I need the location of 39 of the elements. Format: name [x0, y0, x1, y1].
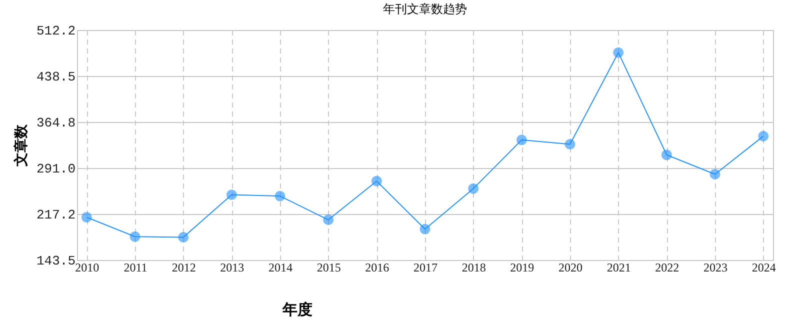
x-axis-title: 年度 [282, 300, 312, 318]
x-tick-label: 2014 [268, 260, 292, 274]
x-tick-label: 2023 [704, 260, 728, 274]
point [81, 212, 92, 222]
point [710, 168, 720, 180]
x-tick-label: 2020 [558, 260, 582, 274]
point [613, 47, 624, 58]
point [178, 232, 189, 242]
point [420, 224, 430, 234]
point [226, 190, 237, 200]
point [371, 176, 382, 186]
point [468, 183, 479, 194]
y-tick-label: 364.8 [36, 115, 76, 130]
y-tick-label: 217.2 [36, 208, 76, 223]
x-tick-label: 2017 [414, 260, 438, 274]
x-tick-label: 2015 [316, 260, 341, 274]
y-tick-label: 512.2 [36, 24, 76, 38]
point [274, 190, 286, 202]
point [661, 150, 672, 160]
point [130, 231, 140, 242]
x-tick-label: 2012 [172, 260, 196, 274]
x-tick-label: 2022 [655, 260, 680, 274]
point [323, 214, 334, 225]
x-tick-label: 2019 [510, 260, 534, 274]
x-tick-label: 2018 [462, 260, 486, 274]
x-tick-label: 2024 [752, 260, 776, 274]
y-tick-label: 438.5 [36, 69, 76, 84]
x-tick-label: 2011 [124, 260, 148, 274]
chart-title: 年刊文章数趋势 [383, 2, 467, 16]
point [564, 139, 576, 150]
point [758, 130, 769, 142]
x-tick-label: 2013 [220, 260, 244, 274]
y-tick-label: 143.5 [36, 254, 76, 268]
point [516, 134, 527, 146]
y-axis-title: 文章数 [12, 124, 30, 168]
y-tick-label: 291.0 [36, 161, 76, 176]
x-tick-label: 2021 [606, 260, 631, 274]
x-tick-label: 2016 [365, 260, 390, 274]
x-tick-label: 2010 [75, 260, 100, 274]
